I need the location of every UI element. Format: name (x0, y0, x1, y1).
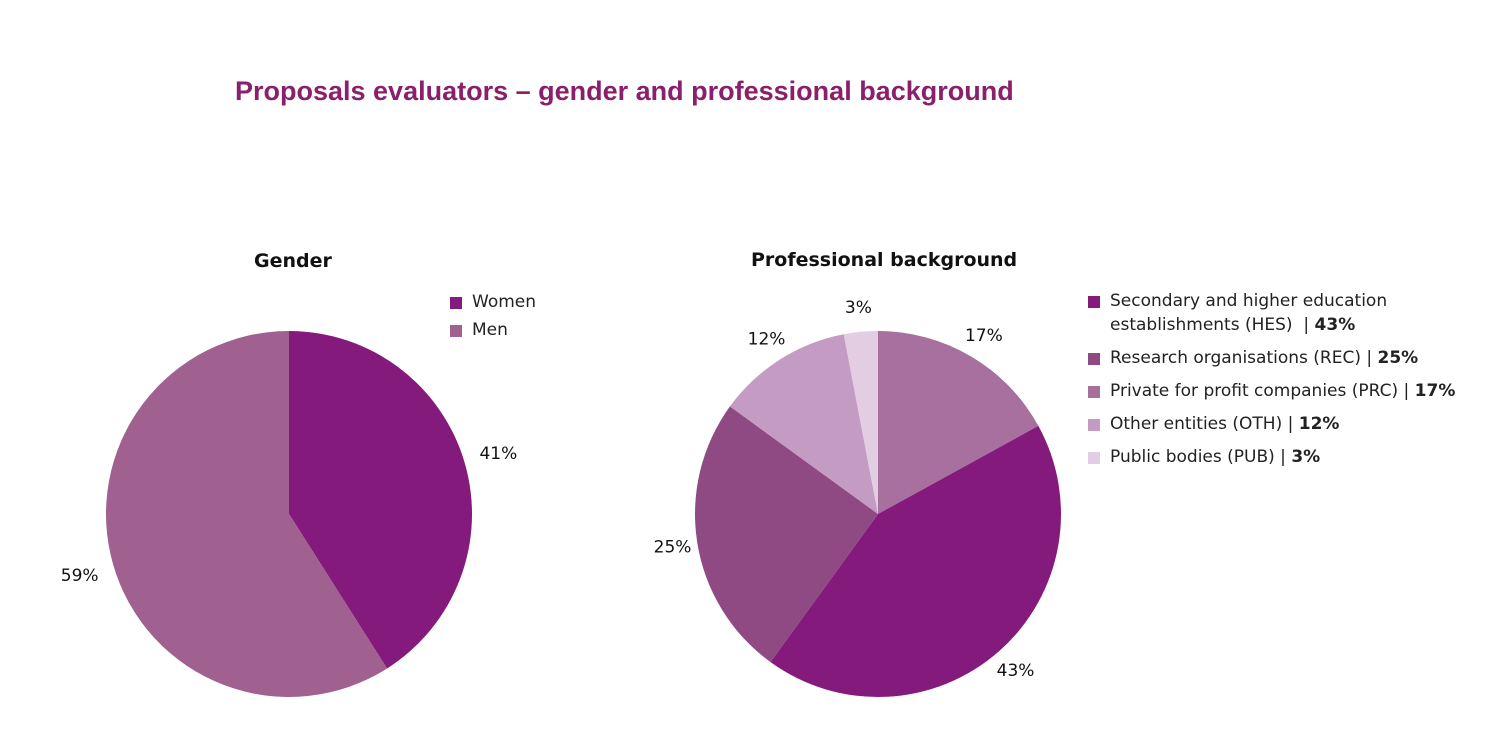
legend-label: Men (472, 320, 508, 340)
legend-swatch (1088, 452, 1100, 464)
legend-item-men: Men (450, 318, 536, 342)
legend-label: Private for profit companies (PRC) (1110, 381, 1404, 401)
background-legend: Secondary and higher education establish… (1088, 289, 1468, 478)
pie-slice-rec (694, 406, 878, 663)
legend-swatch (450, 325, 462, 337)
legend-value: 17% (1414, 381, 1456, 401)
legend-value: 3% (1291, 447, 1321, 467)
data-label: 41% (479, 444, 517, 464)
legend-label: Secondary and higher education establish… (1110, 291, 1388, 335)
pie-slice-women (289, 331, 473, 669)
gender-legend: Women Men (450, 290, 536, 351)
data-label: 59% (61, 566, 99, 586)
legend-value: 12% (1298, 414, 1340, 434)
legend-swatch (1088, 296, 1100, 308)
pie-slice-oth (729, 334, 878, 514)
pie-slice-prc (878, 331, 1039, 514)
legend-item-rec: Research organisations (REC) | 25% (1088, 346, 1468, 370)
data-label: 12% (748, 329, 786, 349)
background-chart-title: Professional background (751, 249, 1018, 271)
data-label: 17% (965, 326, 1003, 346)
legend-label: Women (472, 292, 537, 312)
legend-label: Public bodies (PUB) (1110, 447, 1281, 467)
pie-slice-hes (770, 425, 1061, 698)
data-label: 25% (654, 538, 692, 558)
legend-swatch (1088, 386, 1100, 398)
legend-item-oth: Other entities (OTH) | 12% (1088, 412, 1468, 436)
gender-chart-title: Gender (254, 250, 332, 272)
data-label: 3% (845, 298, 872, 318)
legend-item-prc: Private for profit companies (PRC) | 17% (1088, 379, 1468, 403)
legend-swatch (1088, 419, 1100, 431)
legend-value: 25% (1377, 348, 1419, 368)
legend-item-pub: Public bodies (PUB) | 3% (1088, 445, 1468, 469)
legend-label: Research organisations (REC) (1110, 348, 1367, 368)
page-title: Proposals evaluators – gender and profes… (235, 76, 1014, 106)
legend-item-women: Women (450, 290, 536, 314)
legend-swatch (1088, 353, 1100, 365)
data-label: 43% (997, 661, 1035, 681)
pie-slice-pub (843, 331, 878, 514)
pie-slice-men (106, 331, 388, 697)
legend-swatch (450, 297, 462, 309)
legend-label: Other entities (OTH) (1110, 414, 1288, 434)
legend-item-hes: Secondary and higher education establish… (1088, 289, 1468, 337)
legend-value: 43% (1314, 315, 1356, 335)
